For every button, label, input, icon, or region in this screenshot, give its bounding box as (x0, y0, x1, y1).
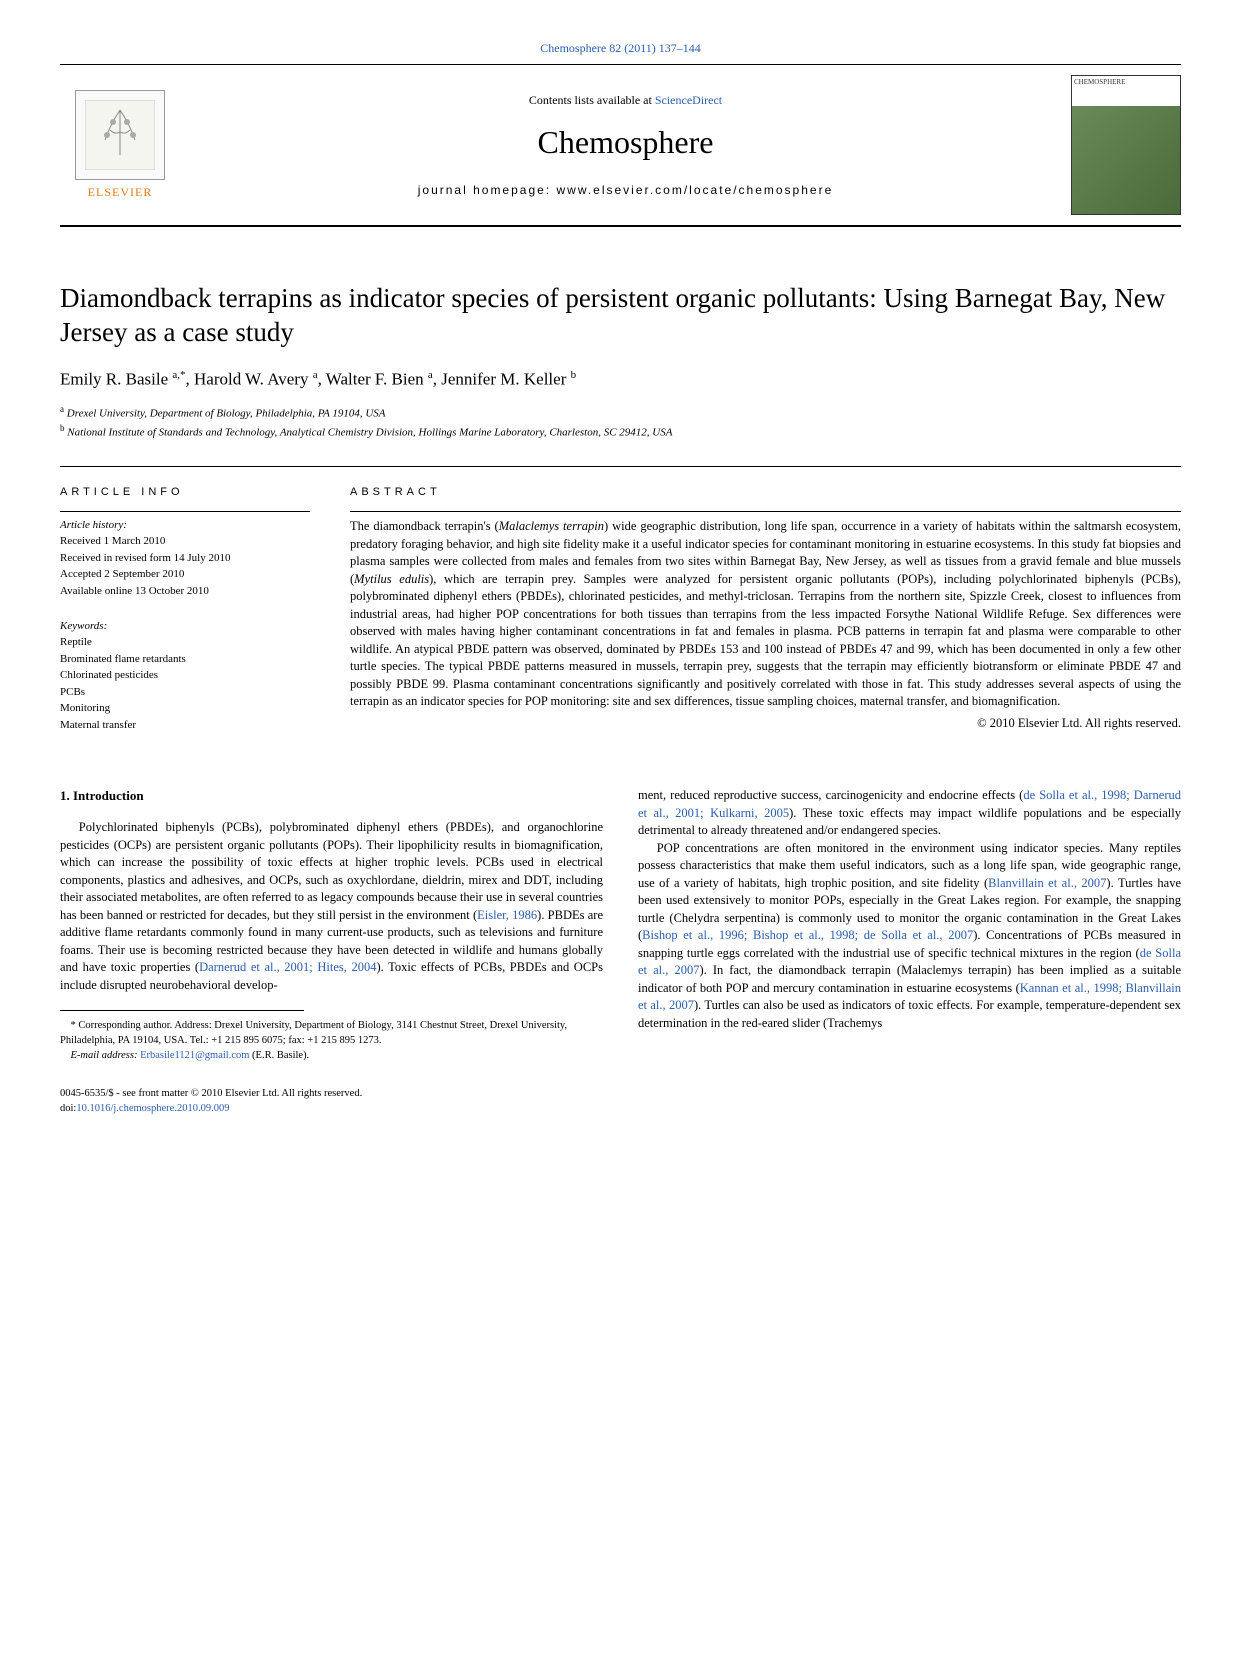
affiliation-b: b National Institute of Standards and Te… (60, 422, 1181, 441)
article-history: Article history: Received 1 March 2010 R… (60, 511, 310, 599)
banner-center: Contents lists available at ScienceDirec… (180, 92, 1071, 198)
copyright: © 2010 Elsevier Ltd. All rights reserved… (350, 715, 1181, 733)
contents-prefix: Contents lists available at (529, 93, 655, 107)
keywords-section: Keywords: Reptile Brominated flame retar… (60, 613, 310, 733)
history-label: Article history: (60, 518, 310, 533)
cover-title: CHEMOSPHERE (1072, 76, 1180, 106)
history-line: Available online 13 October 2010 (60, 583, 310, 600)
footnote-divider (60, 1010, 304, 1011)
history-line: Received 1 March 2010 (60, 533, 310, 550)
intro-paragraph-1: Polychlorinated biphenyls (PCBs), polybr… (60, 819, 603, 994)
journal-cover: CHEMOSPHERE (1071, 75, 1181, 215)
abstract: ABSTRACT The diamondback terrapin's (Mal… (350, 485, 1181, 748)
column-right: ment, reduced reproductive success, carc… (638, 787, 1181, 1063)
abstract-text: The diamondback terrapin's (Malaclemys t… (350, 511, 1181, 732)
homepage-prefix: journal homepage: (418, 183, 557, 197)
citation-link[interactable]: Bishop et al., 1996; Bishop et al., 1998… (642, 928, 973, 942)
keyword: PCBs (60, 684, 310, 701)
keyword: Reptile (60, 634, 310, 651)
journal-name: Chemosphere (180, 121, 1071, 164)
publisher-logo-block: ELSEVIER (60, 85, 180, 205)
keyword: Monitoring (60, 700, 310, 717)
front-matter-line: 0045-6535/$ - see front matter © 2010 El… (60, 1087, 1181, 1102)
email-suffix: (E.R. Basile). (249, 1050, 309, 1061)
corresponding-author-note: * Corresponding author. Address: Drexel … (60, 1019, 603, 1048)
sciencedirect-link[interactable]: ScienceDirect (655, 93, 722, 107)
intro-paragraph-1-cont: ment, reduced reproductive success, carc… (638, 787, 1181, 840)
citation-link[interactable]: Darnerud et al., 2001; Hites, 2004 (199, 960, 376, 974)
header-citation: Chemosphere 82 (2011) 137–144 (60, 40, 1181, 56)
article-info-heading: ARTICLE INFO (60, 485, 310, 500)
keyword: Brominated flame retardants (60, 651, 310, 668)
doi-line: doi:10.1016/j.chemosphere.2010.09.009 (60, 1102, 1181, 1117)
doi-link[interactable]: 10.1016/j.chemosphere.2010.09.009 (76, 1103, 229, 1114)
elsevier-tree-icon (75, 90, 165, 180)
article-info: ARTICLE INFO Article history: Received 1… (60, 485, 310, 748)
intro-paragraph-2: POP concentrations are often monitored i… (638, 840, 1181, 1033)
contents-available: Contents lists available at ScienceDirec… (180, 92, 1071, 108)
info-abstract-row: ARTICLE INFO Article history: Received 1… (60, 466, 1181, 748)
citation-link[interactable]: Blanvillain et al., 2007 (988, 876, 1106, 890)
keywords-label: Keywords: (60, 619, 310, 634)
homepage-url[interactable]: www.elsevier.com/locate/chemosphere (556, 183, 833, 197)
journal-homepage: journal homepage: www.elsevier.com/locat… (180, 182, 1071, 198)
section-heading-intro: 1. Introduction (60, 787, 603, 805)
history-line: Accepted 2 September 2010 (60, 566, 310, 583)
citation-link[interactable]: Eisler, 1986 (477, 908, 537, 922)
keyword: Maternal transfer (60, 717, 310, 734)
title-block: Diamondback terrapins as indicator speci… (60, 282, 1181, 441)
keyword: Chlorinated pesticides (60, 667, 310, 684)
footer: 0045-6535/$ - see front matter © 2010 El… (60, 1087, 1181, 1116)
publisher-name: ELSEVIER (88, 184, 153, 200)
body-columns: 1. Introduction Polychlorinated biphenyl… (60, 787, 1181, 1063)
column-left: 1. Introduction Polychlorinated biphenyl… (60, 787, 603, 1063)
journal-banner: ELSEVIER Contents lists available at Sci… (60, 64, 1181, 227)
citation-link[interactable]: Chemosphere 82 (2011) 137–144 (540, 41, 701, 55)
cover-image (1072, 106, 1180, 214)
email-link[interactable]: Erbasile1121@gmail.com (140, 1050, 249, 1061)
affiliations: a Drexel University, Department of Biolo… (60, 403, 1181, 441)
history-line: Received in revised form 14 July 2010 (60, 550, 310, 567)
affiliation-a: a Drexel University, Department of Biolo… (60, 403, 1181, 422)
email-label: E-mail address: (71, 1050, 141, 1061)
article-title: Diamondback terrapins as indicator speci… (60, 282, 1181, 350)
email-note: E-mail address: Erbasile1121@gmail.com (… (60, 1049, 603, 1064)
abstract-heading: ABSTRACT (350, 485, 1181, 500)
authors: Emily R. Basile a,*, Harold W. Avery a, … (60, 368, 1181, 392)
